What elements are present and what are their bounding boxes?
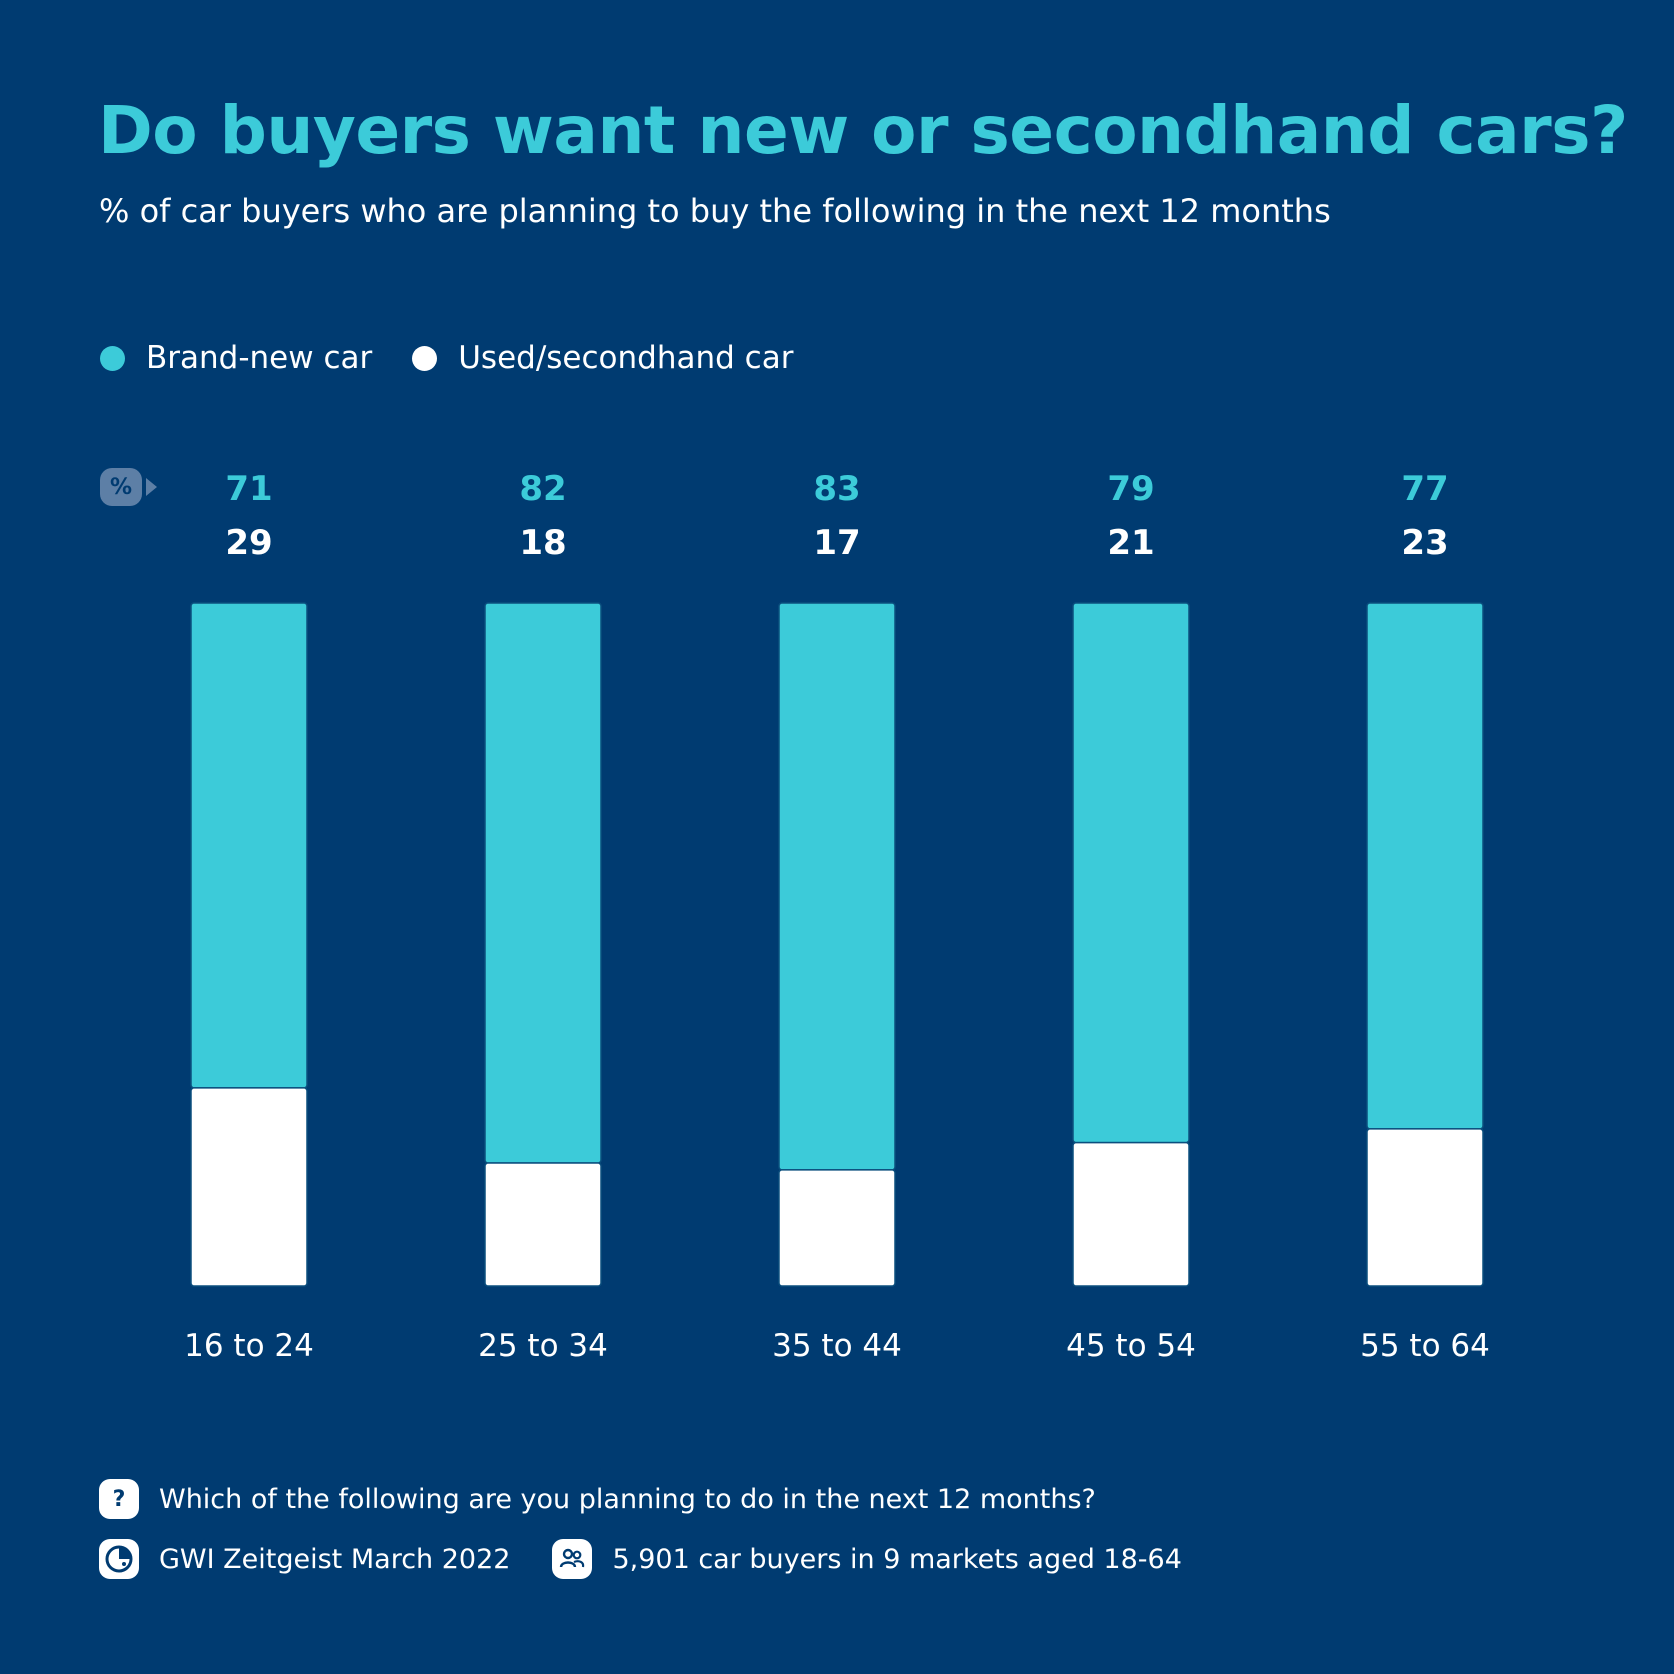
category-label-3: 35 to 44 — [772, 1328, 902, 1364]
legend-label-used: Used/secondhand car — [458, 340, 794, 376]
value-label-new-3: 83 — [813, 469, 860, 509]
bar-new-5 — [1366, 602, 1484, 1130]
percent-unit-badge: % — [100, 468, 142, 506]
bar-used-3 — [778, 1169, 896, 1287]
legend-dot-new — [100, 345, 125, 371]
value-label-new-4: 79 — [1107, 469, 1154, 509]
value-label-used-4: 21 — [1107, 523, 1154, 563]
value-label-new-2: 82 — [519, 469, 566, 509]
chart-subtitle: % of car buyers who are planning to buy … — [99, 192, 1331, 230]
bar-new-4 — [1072, 602, 1190, 1144]
legend: Brand-new car Used/secondhand car — [100, 340, 833, 376]
footer-question-row: ? Which of the following are you plannin… — [99, 1479, 1096, 1519]
value-label-used-3: 17 — [813, 523, 860, 563]
footer-source-row: GWI Zeitgeist March 2022 5,901 car buyer… — [99, 1539, 1182, 1579]
bar-used-5 — [1366, 1128, 1484, 1287]
people-icon — [552, 1539, 593, 1579]
category-label-5: 55 to 64 — [1360, 1328, 1490, 1364]
value-label-new-5: 77 — [1401, 469, 1448, 509]
legend-dot-used — [412, 345, 438, 371]
bar-new-3 — [778, 602, 896, 1171]
value-label-used-1: 29 — [225, 523, 272, 563]
percent-arrow-icon — [146, 478, 157, 496]
legend-label-new: Brand-new car — [146, 340, 373, 376]
value-label-used-5: 23 — [1401, 523, 1448, 563]
bar-used-1 — [190, 1087, 308, 1287]
value-label-new-1: 71 — [225, 469, 272, 509]
gwi-logo-icon — [99, 1539, 139, 1579]
category-label-1: 16 to 24 — [184, 1328, 314, 1364]
question-icon: ? — [99, 1479, 139, 1519]
legend-item-new: Brand-new car — [100, 340, 372, 376]
value-label-used-2: 18 — [519, 523, 566, 563]
bar-used-2 — [484, 1162, 602, 1287]
category-label-2: 25 to 34 — [478, 1328, 608, 1364]
category-label-4: 45 to 54 — [1066, 1328, 1196, 1364]
footer-sample: 5,901 car buyers in 9 markets aged 18-64 — [612, 1543, 1182, 1575]
bar-used-4 — [1072, 1141, 1190, 1287]
bar-new-2 — [484, 602, 602, 1164]
footer-source: GWI Zeitgeist March 2022 — [159, 1543, 511, 1575]
footer-question: Which of the following are you planning … — [159, 1483, 1096, 1515]
chart-title: Do buyers want new or secondhand cars? — [98, 92, 1628, 169]
legend-item-used: Used/secondhand car — [412, 340, 793, 376]
bar-new-1 — [190, 602, 308, 1089]
